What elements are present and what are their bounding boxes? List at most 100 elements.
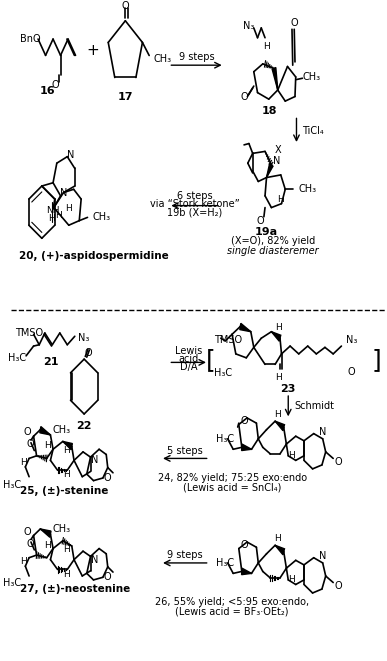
Text: [: [ <box>205 348 215 372</box>
Text: acid: acid <box>178 354 199 364</box>
Text: O: O <box>23 427 31 438</box>
Text: 25, (±)-stenine: 25, (±)-stenine <box>21 486 109 496</box>
Text: CH₃: CH₃ <box>92 212 111 222</box>
Text: D/A: D/A <box>180 362 197 372</box>
Text: O: O <box>240 540 248 551</box>
Text: N₃: N₃ <box>243 21 255 31</box>
Text: N: N <box>91 455 98 465</box>
Text: O: O <box>335 582 342 592</box>
Text: 27, (±)-neostenine: 27, (±)-neostenine <box>21 584 131 594</box>
Text: H: H <box>264 42 270 52</box>
Text: N: N <box>91 555 98 565</box>
Text: (X=O), 82% yield: (X=O), 82% yield <box>231 236 315 246</box>
Text: H: H <box>276 323 282 332</box>
Text: CH₃: CH₃ <box>154 54 172 64</box>
Text: H₃C: H₃C <box>3 479 22 490</box>
Text: H: H <box>45 541 51 550</box>
Text: H₃C: H₃C <box>8 353 26 363</box>
Text: O: O <box>104 473 111 483</box>
Text: O: O <box>104 572 111 582</box>
Text: via “Stork ketone”: via “Stork ketone” <box>150 200 240 210</box>
Text: H₃C: H₃C <box>216 434 235 444</box>
Text: H: H <box>55 211 62 220</box>
Polygon shape <box>275 421 284 431</box>
Text: NH: NH <box>46 206 60 215</box>
Text: 17: 17 <box>118 91 133 102</box>
Polygon shape <box>241 568 252 574</box>
Polygon shape <box>267 163 273 178</box>
Polygon shape <box>40 426 50 435</box>
Text: H: H <box>65 204 72 214</box>
Text: TMSO: TMSO <box>15 328 43 338</box>
Text: H₃C: H₃C <box>216 558 235 568</box>
Text: H: H <box>288 451 295 460</box>
Text: O: O <box>348 368 355 377</box>
Text: O: O <box>240 91 248 102</box>
Text: H₃C: H₃C <box>214 368 232 379</box>
Text: H: H <box>276 373 282 382</box>
Text: H: H <box>48 214 55 223</box>
Text: O: O <box>122 1 129 11</box>
Text: (Lewis acid = BF₃·OEt₂): (Lewis acid = BF₃·OEt₂) <box>175 606 289 616</box>
Text: O: O <box>23 527 31 537</box>
Text: H: H <box>63 470 70 479</box>
Text: Lewis: Lewis <box>175 346 202 356</box>
Text: N: N <box>60 188 67 198</box>
Text: O: O <box>256 215 264 225</box>
Text: 9 steps: 9 steps <box>167 550 203 560</box>
Text: O: O <box>51 80 59 90</box>
Polygon shape <box>40 529 51 537</box>
Text: +: + <box>86 44 99 58</box>
Text: N: N <box>319 551 326 561</box>
Text: X: X <box>274 145 281 155</box>
Text: 16: 16 <box>40 87 56 97</box>
Text: (Lewis acid = SnCl₄): (Lewis acid = SnCl₄) <box>183 482 281 492</box>
Text: H: H <box>63 446 70 455</box>
Text: O: O <box>240 416 248 426</box>
Text: O: O <box>290 18 298 28</box>
Text: ]: ] <box>372 348 381 372</box>
Text: H₃C: H₃C <box>3 578 22 588</box>
Text: H: H <box>20 557 26 566</box>
Text: H: H <box>277 194 284 204</box>
Text: 6 steps: 6 steps <box>177 191 212 201</box>
Text: H: H <box>20 458 26 467</box>
Text: O: O <box>85 348 92 358</box>
Text: N₃: N₃ <box>78 333 89 343</box>
Text: 19a: 19a <box>255 227 277 237</box>
Text: TiCl₄: TiCl₄ <box>303 126 324 136</box>
Text: 5 steps: 5 steps <box>167 446 203 455</box>
Text: H: H <box>63 570 70 579</box>
Text: 19b (X=H₂): 19b (X=H₂) <box>167 208 222 218</box>
Text: H: H <box>63 545 70 555</box>
Text: N: N <box>319 427 326 438</box>
Text: 24, 82% yield; 75:25 exo:endo: 24, 82% yield; 75:25 exo:endo <box>158 473 307 483</box>
Text: 18: 18 <box>262 106 277 116</box>
Polygon shape <box>272 67 278 90</box>
Text: CH₃: CH₃ <box>52 524 70 534</box>
Text: 21: 21 <box>43 358 58 368</box>
Text: single diasteremer: single diasteremer <box>228 246 319 256</box>
Polygon shape <box>275 545 284 555</box>
Text: H: H <box>274 534 281 543</box>
Text: BnO: BnO <box>21 34 41 44</box>
Text: N: N <box>273 156 281 166</box>
Text: O: O <box>27 539 34 549</box>
Polygon shape <box>240 323 251 332</box>
Text: 26, 55% yield; <5:95 exo:endo,: 26, 55% yield; <5:95 exo:endo, <box>155 597 309 607</box>
Text: O: O <box>27 439 34 449</box>
Text: TMSO: TMSO <box>214 334 242 344</box>
Text: N: N <box>67 150 74 161</box>
Text: N₃: N₃ <box>346 334 358 344</box>
Text: CH₃: CH₃ <box>52 424 70 435</box>
Text: CH₃: CH₃ <box>299 184 317 194</box>
Text: CH₃: CH₃ <box>303 72 320 82</box>
Text: H: H <box>274 410 281 419</box>
Polygon shape <box>241 444 252 451</box>
Text: 23: 23 <box>280 383 295 393</box>
Text: H: H <box>45 441 51 450</box>
Polygon shape <box>271 332 281 341</box>
Text: 20, (+)-aspidospermidine: 20, (+)-aspidospermidine <box>19 251 168 261</box>
Text: 9 steps: 9 steps <box>179 52 214 62</box>
Text: H: H <box>288 576 295 584</box>
